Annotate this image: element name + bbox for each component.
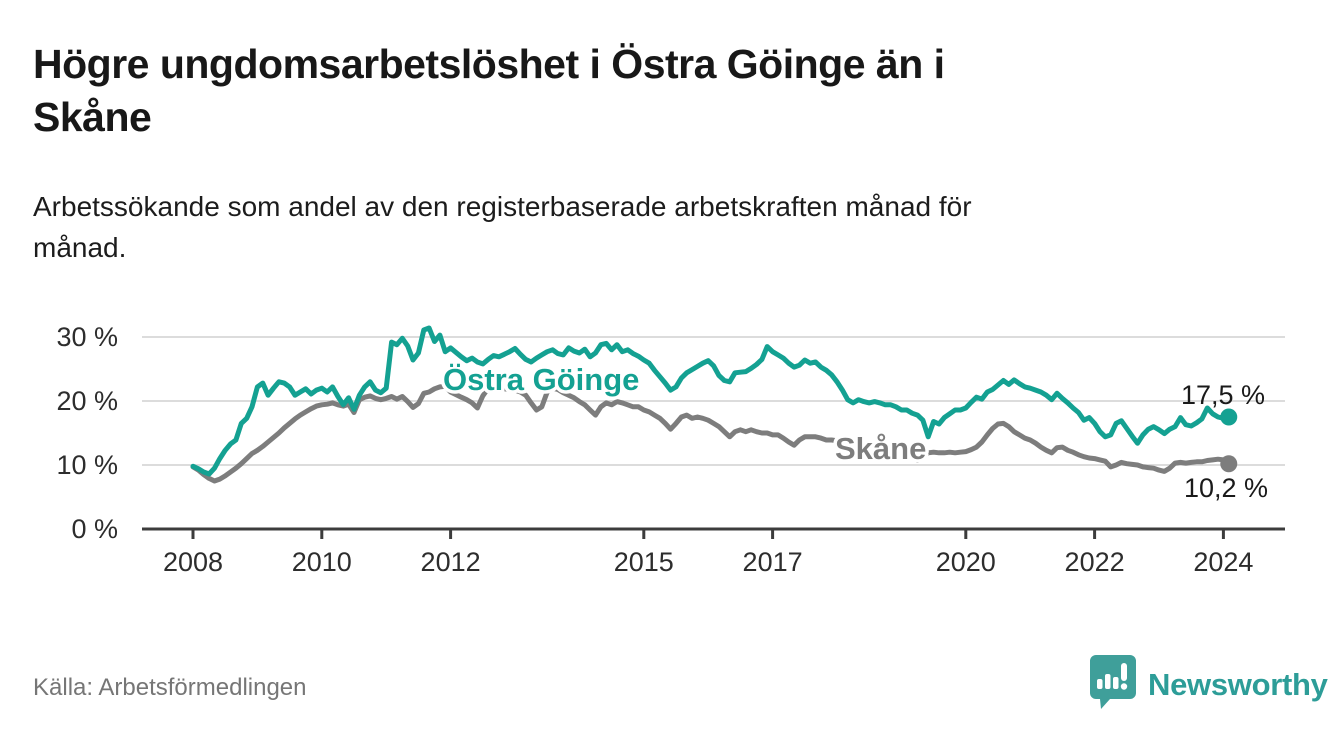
x-tick-label: 2015 [614, 547, 674, 577]
x-tick-label: 2010 [292, 547, 352, 577]
series-end-dot [1220, 408, 1238, 426]
series-label: Skåne [835, 431, 926, 466]
x-tick-label: 2022 [1065, 547, 1125, 577]
y-tick-label: 0 % [71, 514, 118, 544]
x-tick-label: 2017 [743, 547, 803, 577]
newsworthy-logo-icon [1088, 653, 1138, 716]
series-label: Östra Göinge [443, 362, 639, 397]
series-end-dot [1220, 455, 1238, 473]
y-tick-label: 30 % [56, 322, 118, 352]
end-value-label: 10,2 % [1184, 473, 1268, 503]
end-value-label: 17,5 % [1181, 380, 1265, 410]
x-tick-label: 2024 [1193, 547, 1253, 577]
source-note: Källa: Arbetsförmedlingen [33, 674, 307, 701]
y-tick-label: 20 % [56, 386, 118, 416]
chart-subtitle: Arbetssökande som andel av den registerb… [33, 191, 972, 263]
page-title: Högre ungdomsarbetslöshet i Östra Göinge… [33, 41, 945, 140]
x-tick-label: 2012 [421, 547, 481, 577]
newsworthy-brand[interactable]: Newsworthy [1088, 653, 1328, 716]
x-tick-label: 2008 [163, 547, 223, 577]
sk-ne-line [190, 383, 1232, 484]
x-tick-label: 2020 [936, 547, 996, 577]
-stra-g-inge-line [190, 325, 1232, 477]
y-tick-label: 10 % [56, 450, 118, 480]
brand-name: Newsworthy [1148, 666, 1328, 702]
